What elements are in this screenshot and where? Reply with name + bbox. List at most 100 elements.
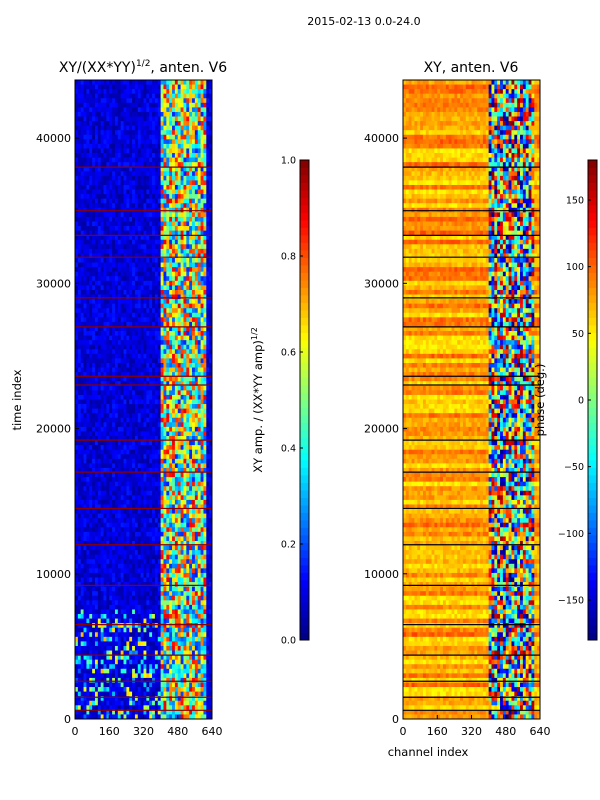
heatmap-cell bbox=[174, 143, 179, 149]
heatmap-cell bbox=[149, 116, 153, 122]
heatmap-cell bbox=[192, 422, 196, 428]
heatmap-cell bbox=[97, 93, 102, 99]
heatmap-cell bbox=[180, 198, 184, 204]
heatmap-cell bbox=[100, 486, 104, 492]
heatmap-cell bbox=[180, 335, 184, 341]
heatmap-cell bbox=[77, 166, 82, 172]
heatmap-cell bbox=[77, 536, 82, 542]
heatmap-cell bbox=[97, 344, 102, 350]
heatmap-cell bbox=[77, 481, 82, 487]
heatmap-cell bbox=[92, 399, 96, 405]
heatmap-cell bbox=[103, 340, 107, 346]
heatmap-cell bbox=[109, 157, 113, 163]
heatmap-cell bbox=[140, 235, 144, 241]
heatmap-cell bbox=[189, 372, 193, 378]
heatmap-cell bbox=[169, 545, 173, 551]
heatmap-cell bbox=[137, 93, 142, 99]
heatmap-cell bbox=[129, 212, 133, 218]
heatmap-cell bbox=[92, 139, 96, 145]
heatmap-cell bbox=[77, 445, 82, 451]
heatmap-cell bbox=[152, 449, 156, 455]
heatmap-cell bbox=[166, 258, 170, 263]
heatmap-cell bbox=[169, 157, 173, 163]
heatmap-cell bbox=[92, 422, 96, 428]
heatmap-cell bbox=[160, 344, 164, 350]
heatmap-cell bbox=[194, 189, 199, 195]
heatmap-cell bbox=[83, 139, 87, 145]
heatmap-cell bbox=[149, 527, 153, 533]
heatmap-cell bbox=[146, 98, 150, 104]
heatmap-cell bbox=[132, 317, 136, 323]
heatmap-cell bbox=[103, 280, 107, 286]
heatmap-cell bbox=[100, 235, 104, 241]
heatmap-cell bbox=[189, 458, 193, 464]
heatmap-cell bbox=[203, 157, 207, 163]
heatmap-cell bbox=[183, 436, 187, 441]
heatmap-cell bbox=[166, 153, 170, 158]
heatmap-cell bbox=[177, 477, 181, 483]
heatmap-cell bbox=[186, 203, 190, 209]
heatmap-cell bbox=[117, 198, 122, 204]
heatmap-cell bbox=[192, 134, 196, 140]
heatmap-cell bbox=[206, 244, 210, 250]
heatmap-cell bbox=[129, 280, 133, 286]
heatmap-cell bbox=[146, 367, 150, 373]
heatmap-cell bbox=[177, 413, 181, 419]
heatmap-cell bbox=[106, 280, 110, 286]
heatmap-cell bbox=[177, 212, 181, 218]
heatmap-cell bbox=[114, 499, 119, 505]
heatmap-cell bbox=[160, 194, 164, 200]
heatmap-cell bbox=[189, 157, 193, 163]
heatmap-cell bbox=[189, 189, 193, 195]
heatmap-cell bbox=[120, 80, 124, 85]
heatmap-cell bbox=[126, 436, 130, 441]
heatmap-cell bbox=[89, 513, 93, 519]
heatmap-cell bbox=[89, 157, 93, 163]
heatmap-cell bbox=[100, 504, 104, 510]
heatmap-cell bbox=[75, 253, 79, 259]
heatmap-cell bbox=[154, 527, 159, 533]
heatmap-cell bbox=[143, 340, 147, 346]
heatmap-cell bbox=[100, 335, 104, 341]
heatmap-cell bbox=[92, 248, 96, 254]
heatmap-cell bbox=[154, 212, 159, 218]
heatmap-cell bbox=[129, 125, 133, 131]
heatmap-cell bbox=[129, 299, 133, 305]
heatmap-cell bbox=[200, 121, 204, 127]
heatmap-cell bbox=[114, 550, 119, 556]
heatmap-cell bbox=[77, 326, 82, 332]
heatmap-cell bbox=[137, 134, 142, 140]
heatmap-cell bbox=[149, 362, 153, 368]
heatmap-cell bbox=[180, 527, 184, 533]
heatmap-cell bbox=[80, 312, 84, 318]
heatmap-cell bbox=[117, 216, 122, 222]
heatmap-cell bbox=[106, 326, 110, 332]
heatmap-cell bbox=[166, 80, 170, 85]
heatmap-cell bbox=[186, 362, 190, 368]
heatmap-cell bbox=[120, 321, 124, 327]
heatmap-cell bbox=[114, 303, 119, 309]
heatmap-cell bbox=[86, 481, 90, 487]
heatmap-cell bbox=[189, 139, 193, 145]
heatmap-cell bbox=[100, 180, 104, 186]
heatmap-cell bbox=[112, 358, 116, 364]
heatmap-cell bbox=[177, 527, 181, 533]
heatmap-cell bbox=[154, 107, 159, 113]
heatmap-cell bbox=[129, 111, 133, 117]
heatmap-cell bbox=[180, 308, 184, 314]
heatmap-cell bbox=[120, 198, 124, 204]
heatmap-cell bbox=[186, 394, 190, 400]
heatmap-cell bbox=[109, 449, 113, 455]
heatmap-cell bbox=[180, 431, 184, 437]
heatmap-cell bbox=[180, 367, 184, 373]
heatmap-cell bbox=[160, 408, 164, 414]
heatmap-cell bbox=[180, 440, 184, 446]
heatmap-cell bbox=[112, 349, 116, 355]
heatmap-cell bbox=[189, 134, 193, 140]
heatmap-cell bbox=[194, 390, 199, 396]
heatmap-cell bbox=[146, 454, 150, 460]
heatmap-cell bbox=[209, 180, 213, 186]
heatmap-cell bbox=[174, 212, 179, 218]
heatmap-cell bbox=[174, 221, 179, 227]
heatmap-cell bbox=[77, 262, 82, 268]
